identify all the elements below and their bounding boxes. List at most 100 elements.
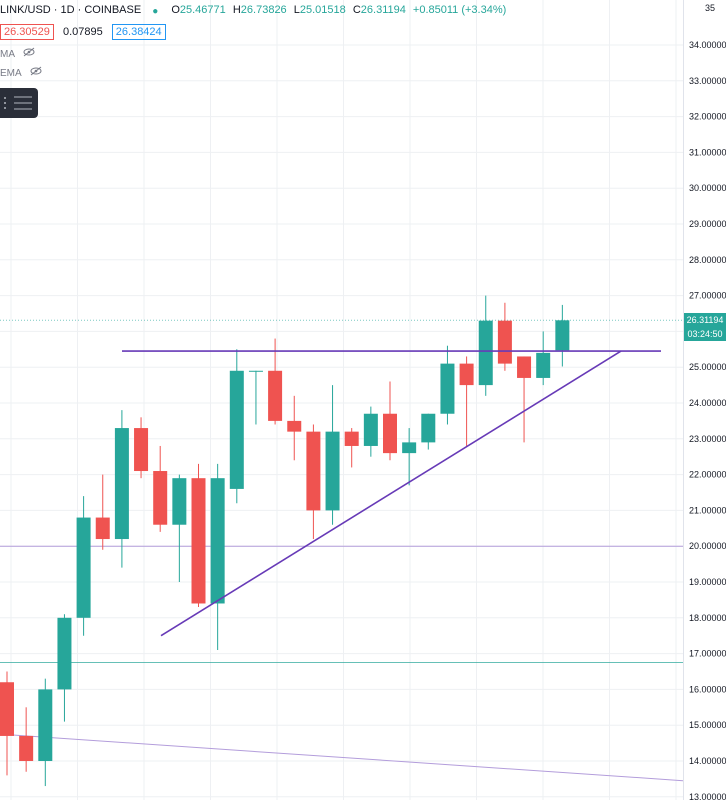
y-tick-label: 29.00000 xyxy=(689,219,726,229)
y-tick-label: 34.00000 xyxy=(689,40,726,50)
candle xyxy=(114,410,129,568)
descending-line xyxy=(0,733,684,782)
y-tick-label: 32.00000 xyxy=(689,112,726,122)
candle xyxy=(402,428,417,486)
candles xyxy=(0,295,570,787)
candle-body xyxy=(383,413,397,454)
candle xyxy=(287,395,302,461)
candle-body xyxy=(95,517,110,540)
bid-button[interactable]: 26.30529 xyxy=(0,24,54,40)
candle-body xyxy=(287,420,302,432)
candle xyxy=(248,370,263,425)
candle-body xyxy=(57,617,72,690)
candle-body xyxy=(191,478,206,604)
candle xyxy=(363,406,378,457)
candle-body xyxy=(478,320,493,386)
candle-body xyxy=(134,428,149,472)
symbol-label[interactable]: LINK/USD · 1D · COINBASE xyxy=(0,4,142,16)
candle-body xyxy=(0,682,14,736)
candle xyxy=(268,338,283,425)
chart-legend: LINK/USD · 1D · COINBASE ● O25.46771 H26… xyxy=(0,4,510,17)
eye-hidden-icon[interactable] xyxy=(23,47,35,60)
high-value: 26.73826 xyxy=(240,4,287,16)
y-tick-label: 33.00000 xyxy=(689,76,726,86)
candle xyxy=(344,428,359,468)
candle xyxy=(459,356,474,446)
open-value: 25.46771 xyxy=(179,4,226,16)
indicator-ema-label: EMA xyxy=(0,68,22,79)
candle xyxy=(440,345,455,425)
ascending-trendline[interactable] xyxy=(160,350,622,637)
y-tick-label: 13.00000 xyxy=(689,792,726,800)
y-tick-label: 28.00000 xyxy=(689,255,726,265)
close-value: 26.31194 xyxy=(360,4,406,16)
spread-value: 0.07895 xyxy=(62,26,103,38)
candle xyxy=(134,417,149,479)
indicator-ema[interactable]: EMA xyxy=(0,66,42,79)
candle-body xyxy=(363,413,378,446)
trendline-drawings[interactable] xyxy=(122,350,661,637)
candle xyxy=(19,707,34,772)
candle xyxy=(517,356,532,443)
bid-ask-row: 26.30529 0.07895 26.38424 xyxy=(0,24,166,40)
y-tick-label: 18.00000 xyxy=(689,613,726,623)
ask-button[interactable]: 26.38424 xyxy=(111,24,166,40)
drawing-toolbar-button[interactable] xyxy=(0,88,38,118)
candle xyxy=(383,381,397,461)
candle xyxy=(38,678,53,787)
candle xyxy=(172,474,187,582)
y-tick-label: 22.00000 xyxy=(689,470,726,480)
y-tick-label: 20.00000 xyxy=(689,541,726,551)
candle xyxy=(229,349,244,504)
y-tick-label: 15.00000 xyxy=(689,720,726,730)
y-tick-label: 24.00000 xyxy=(689,398,726,408)
eye-hidden-icon[interactable] xyxy=(30,66,42,79)
candle xyxy=(555,304,570,367)
candle xyxy=(57,614,72,722)
candle xyxy=(191,463,206,608)
last-price-tag: 26.31194 xyxy=(684,313,726,328)
chart-grid xyxy=(0,0,683,800)
y-tick-label: 35 xyxy=(705,3,715,13)
candle-body xyxy=(19,735,34,761)
candle xyxy=(306,424,321,540)
candle-body xyxy=(325,431,340,511)
indicator-ma[interactable]: MA xyxy=(0,47,35,60)
high-label: H xyxy=(232,4,241,16)
y-tick-label: 17.00000 xyxy=(689,649,726,659)
candle-body xyxy=(268,370,283,421)
candle-body xyxy=(153,471,168,525)
candle-body xyxy=(536,352,551,378)
y-tick-label: 16.00000 xyxy=(689,684,726,694)
close-label: C xyxy=(352,4,361,16)
candle xyxy=(0,671,14,776)
candle-body xyxy=(344,431,359,446)
candle xyxy=(95,474,110,550)
candle-body xyxy=(402,442,417,454)
candle-body xyxy=(555,320,570,351)
y-tick-label: 25.00000 xyxy=(689,362,726,372)
candle xyxy=(210,463,225,651)
y-tick-label: 14.00000 xyxy=(689,756,726,766)
y-tick-label: 31.00000 xyxy=(689,147,726,157)
candle-body xyxy=(306,431,321,511)
change-value: +0.85011 (+3.34%) xyxy=(412,4,507,16)
indicator-ma-label: MA xyxy=(0,49,15,60)
y-tick-label: 21.00000 xyxy=(689,505,726,515)
candle-body xyxy=(210,478,225,604)
candle-body xyxy=(497,320,512,364)
menu-lines-icon xyxy=(4,96,32,110)
countdown-tag: 03:24:50 xyxy=(684,327,726,342)
y-tick-label: 23.00000 xyxy=(689,434,726,444)
candle xyxy=(76,496,91,636)
candle xyxy=(478,295,493,396)
candle-body xyxy=(76,517,91,618)
candle-body xyxy=(38,689,53,761)
candle-body xyxy=(440,363,455,414)
candle-body xyxy=(421,413,436,443)
candle xyxy=(497,302,512,371)
candle xyxy=(325,385,340,525)
market-status-icon: ● xyxy=(152,6,159,17)
price-axis[interactable]: 34.00000 33.00000 32.00000 31.00000 30.00000… xyxy=(683,0,726,800)
